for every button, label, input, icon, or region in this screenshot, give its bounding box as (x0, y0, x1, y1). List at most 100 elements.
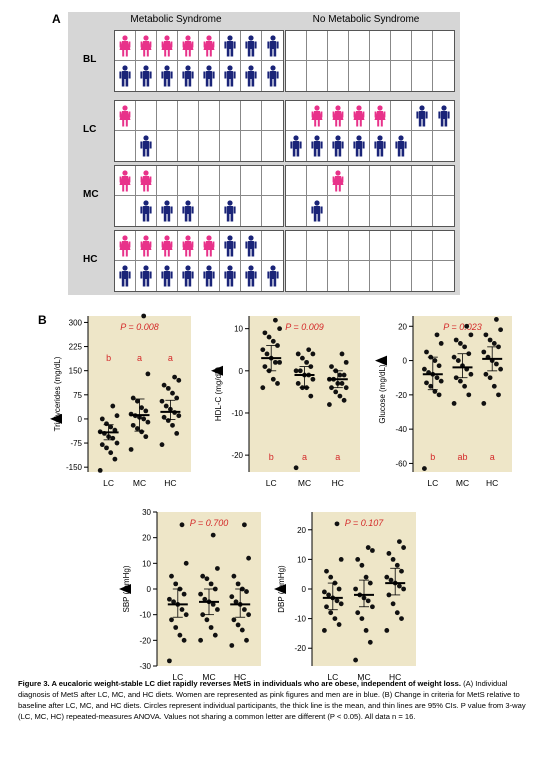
data-point (242, 522, 247, 528)
grid-cell (115, 196, 136, 226)
data-point (327, 402, 332, 407)
female-figure-icon (140, 234, 152, 256)
data-point (176, 377, 182, 383)
grid-cell (412, 196, 433, 226)
data-point (401, 586, 406, 592)
data-point (363, 574, 369, 580)
grid-cell (433, 166, 454, 196)
zero-marker-arrow (119, 584, 131, 594)
grid-cell (157, 131, 178, 161)
female-figure-icon (161, 34, 173, 56)
data-point (494, 361, 499, 367)
y-tick-label: -40 (395, 425, 407, 434)
grid-cell (328, 61, 349, 91)
p-value-label: P = 0.700 (190, 518, 228, 528)
grid-cell (349, 61, 370, 91)
mets-grid-mc (114, 165, 284, 227)
grid-cell (307, 166, 328, 196)
x-tick-label: HC (332, 478, 344, 488)
x-tick-label: HC (164, 478, 176, 488)
grid-cell (262, 101, 283, 131)
data-point (139, 405, 145, 411)
grid-cell (157, 261, 178, 291)
data-point (229, 643, 235, 648)
significance-letter: a (335, 452, 340, 462)
data-point (339, 381, 345, 386)
no-mets-grid-hc (285, 230, 455, 292)
grid-cell (115, 61, 136, 91)
female-figure-icon (332, 169, 344, 191)
grid-cell (412, 131, 433, 161)
data-point (394, 562, 400, 568)
data-point (333, 389, 339, 395)
data-point (422, 466, 427, 471)
grid-cell (349, 31, 370, 61)
grid-cell (328, 231, 349, 261)
data-point (171, 599, 177, 605)
significance-letter: a (137, 353, 142, 363)
zero-marker-arrow (50, 413, 62, 424)
data-point (353, 657, 358, 663)
grid-cell (370, 196, 391, 226)
significance-letter: b (269, 452, 274, 462)
data-point (145, 419, 151, 425)
male-figure-icon (140, 135, 152, 157)
data-point (338, 601, 344, 607)
row-label-hc: HC (83, 254, 98, 265)
data-point (104, 445, 109, 451)
x-tick-label: LC (327, 672, 338, 680)
grid-cell (115, 166, 136, 196)
data-point (399, 616, 404, 622)
data-point (159, 398, 165, 404)
grid-cell (262, 166, 283, 196)
data-point (143, 408, 149, 414)
grid-cell (328, 31, 349, 61)
data-point (388, 577, 394, 583)
data-point (453, 337, 459, 343)
data-point (198, 591, 204, 597)
grid-cell (136, 231, 157, 261)
data-point (264, 351, 270, 357)
data-point (108, 450, 114, 456)
grid-cell (220, 61, 241, 91)
y-axis-label: Glucose (mg/dL) (378, 364, 387, 423)
male-figure-icon (245, 265, 257, 287)
y-tick-label: 10 (297, 555, 306, 564)
grid-cell (307, 196, 328, 226)
grid-cell (370, 166, 391, 196)
grid-cell (241, 101, 262, 131)
grid-cell (241, 231, 262, 261)
data-point (386, 551, 392, 556)
grid-cell (178, 101, 199, 131)
data-point (466, 351, 472, 357)
male-figure-icon (203, 65, 215, 87)
grid-cell (307, 61, 328, 91)
mets-grid-lc (114, 100, 284, 162)
grid-cell (157, 231, 178, 261)
data-point (365, 598, 371, 604)
grid-cell (391, 166, 412, 196)
data-point (183, 560, 189, 566)
data-point (183, 612, 189, 618)
grid-cell (433, 231, 454, 261)
data-point (270, 338, 276, 344)
data-point (293, 368, 299, 374)
female-figure-icon (140, 169, 152, 191)
grid-cell (286, 166, 307, 196)
data-point (215, 566, 220, 571)
data-point (487, 375, 493, 381)
data-point (436, 363, 442, 369)
female-figure-icon (332, 104, 344, 126)
female-figure-icon (119, 234, 131, 256)
male-figure-icon (266, 265, 279, 287)
data-point (139, 429, 145, 435)
data-point (179, 607, 185, 612)
data-point (159, 442, 165, 448)
grid-cell (199, 61, 220, 91)
grid-cell (241, 166, 262, 196)
data-point (328, 574, 334, 580)
data-point (202, 596, 208, 602)
male-figure-icon (224, 34, 236, 56)
data-point (458, 378, 463, 384)
